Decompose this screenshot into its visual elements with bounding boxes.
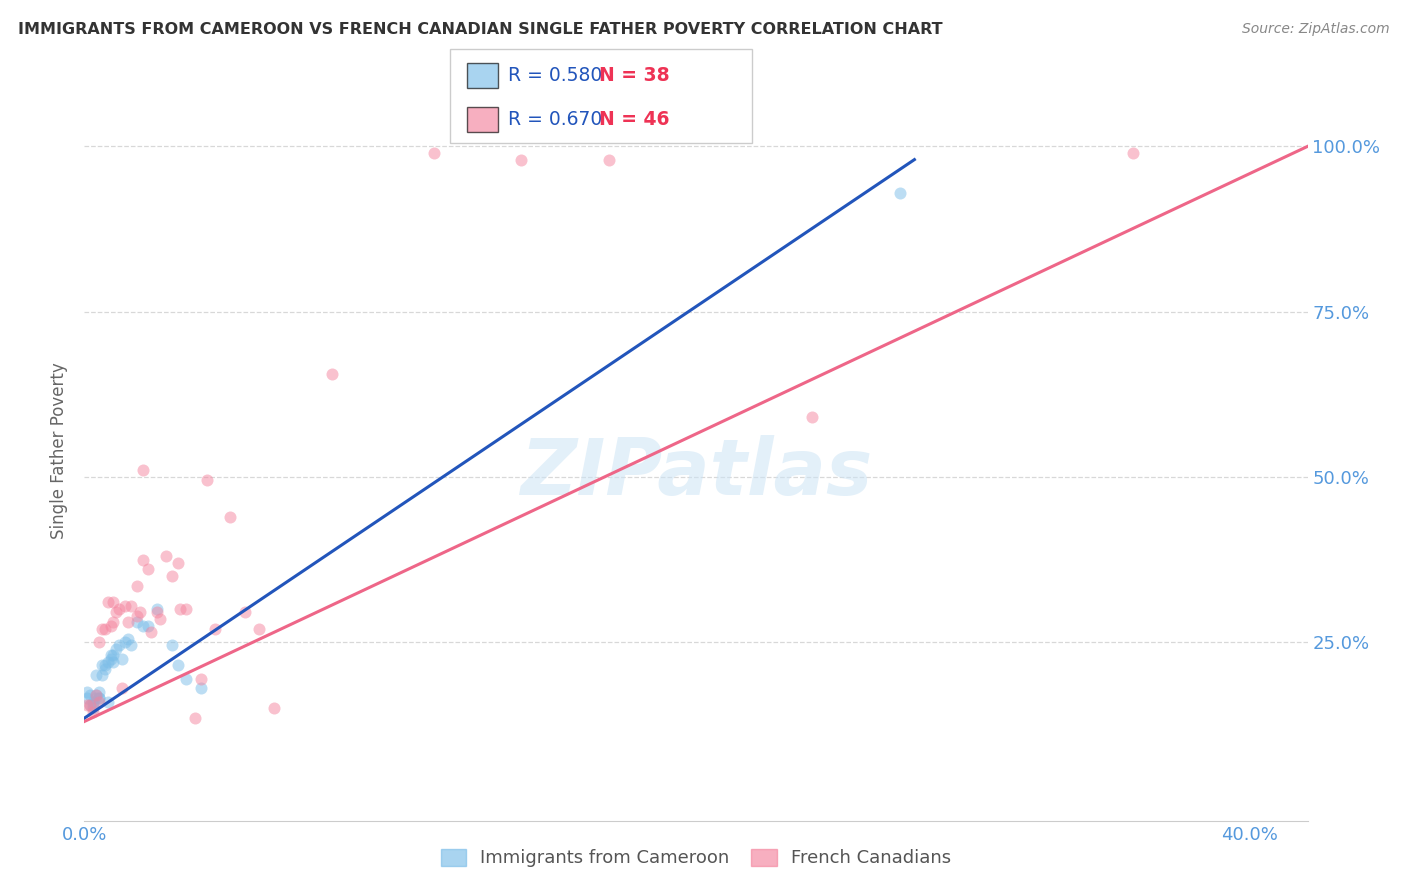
- Point: [149, 612, 172, 626]
- Point: [114, 599, 136, 613]
- Point: [128, 606, 150, 620]
- Text: IMMIGRANTS FROM CAMEROON VS FRENCH CANADIAN SINGLE FATHER POVERTY CORRELATION CH: IMMIGRANTS FROM CAMEROON VS FRENCH CANAD…: [18, 22, 943, 37]
- Point: [108, 602, 131, 616]
- Point: [111, 651, 134, 665]
- Point: [111, 681, 134, 696]
- Point: [84, 691, 107, 706]
- Point: [204, 622, 226, 636]
- Point: [82, 698, 104, 712]
- Point: [125, 608, 148, 623]
- Point: [190, 672, 212, 686]
- Point: [93, 662, 115, 676]
- Point: [184, 711, 207, 725]
- Point: [166, 556, 188, 570]
- Point: [598, 153, 620, 167]
- Point: [76, 691, 98, 706]
- Point: [93, 658, 115, 673]
- Point: [801, 410, 824, 425]
- Point: [103, 648, 125, 663]
- Point: [169, 602, 191, 616]
- Point: [117, 632, 139, 646]
- Point: [100, 618, 122, 632]
- Point: [160, 569, 183, 583]
- Point: [195, 473, 218, 487]
- Point: [76, 698, 98, 712]
- Point: [120, 599, 142, 613]
- Point: [321, 368, 343, 382]
- Point: [131, 463, 153, 477]
- Point: [84, 688, 107, 702]
- Point: [87, 695, 110, 709]
- Text: ZIPatlas: ZIPatlas: [520, 434, 872, 511]
- Point: [138, 562, 160, 576]
- Legend: Immigrants from Cameroon, French Canadians: Immigrants from Cameroon, French Canadia…: [433, 841, 959, 874]
- Text: Source: ZipAtlas.com: Source: ZipAtlas.com: [1241, 22, 1389, 37]
- Point: [82, 701, 104, 715]
- Point: [100, 651, 122, 665]
- Point: [108, 639, 131, 653]
- Point: [84, 668, 107, 682]
- Point: [146, 606, 169, 620]
- Point: [103, 615, 125, 630]
- Point: [131, 618, 153, 632]
- Point: [219, 509, 242, 524]
- Point: [510, 153, 533, 167]
- Point: [105, 641, 128, 656]
- Point: [79, 698, 101, 712]
- Point: [90, 658, 112, 673]
- Point: [76, 684, 98, 698]
- Point: [79, 688, 101, 702]
- Point: [97, 695, 120, 709]
- Point: [79, 698, 101, 712]
- Point: [100, 648, 122, 663]
- Point: [82, 695, 104, 709]
- Point: [97, 655, 120, 669]
- Point: [131, 552, 153, 566]
- Point: [174, 602, 197, 616]
- Text: N = 46: N = 46: [599, 110, 669, 128]
- Point: [105, 606, 128, 620]
- Point: [889, 186, 911, 200]
- Point: [166, 658, 188, 673]
- Point: [1122, 146, 1144, 161]
- Point: [90, 668, 112, 682]
- Point: [174, 672, 197, 686]
- Point: [90, 622, 112, 636]
- Point: [103, 655, 125, 669]
- Y-axis label: Single Father Poverty: Single Father Poverty: [51, 362, 69, 539]
- Point: [423, 146, 446, 161]
- Point: [160, 639, 183, 653]
- Point: [87, 635, 110, 649]
- Point: [190, 681, 212, 696]
- Text: N = 38: N = 38: [599, 66, 669, 85]
- Point: [120, 639, 142, 653]
- Point: [114, 635, 136, 649]
- Point: [125, 615, 148, 630]
- Point: [138, 618, 160, 632]
- Point: [146, 602, 169, 616]
- Point: [84, 688, 107, 702]
- Point: [87, 684, 110, 698]
- Point: [93, 622, 115, 636]
- Text: R = 0.580: R = 0.580: [508, 66, 602, 85]
- Point: [97, 595, 120, 609]
- Text: R = 0.670: R = 0.670: [508, 110, 602, 128]
- Point: [247, 622, 270, 636]
- Point: [141, 625, 163, 640]
- Point: [233, 606, 256, 620]
- Point: [263, 701, 285, 715]
- Point: [82, 705, 104, 719]
- Point: [125, 579, 148, 593]
- Point: [87, 691, 110, 706]
- Point: [117, 615, 139, 630]
- Point: [103, 595, 125, 609]
- Point: [87, 691, 110, 706]
- Point: [155, 549, 177, 564]
